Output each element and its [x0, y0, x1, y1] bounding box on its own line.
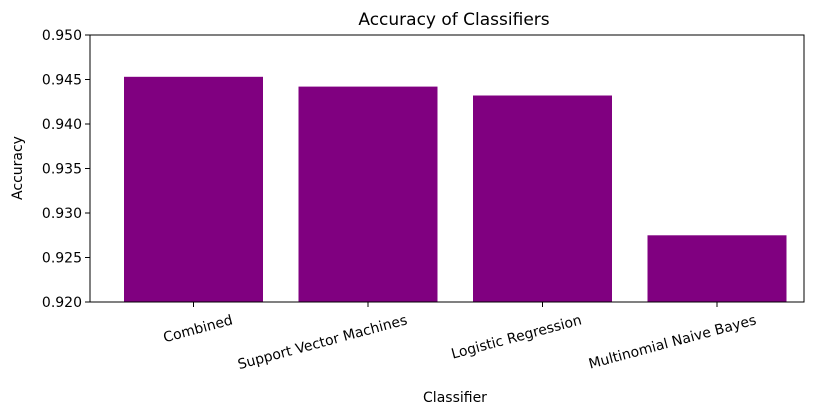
bars-group — [124, 76, 787, 302]
x-axis: Combined Support Vector Machines Logistic … — [162, 302, 758, 373]
bar — [298, 86, 438, 302]
y-tick-label: 0.920 — [42, 295, 82, 311]
x-tick-label: Support Vector Machines — [236, 312, 409, 373]
x-axis-label: Classifier — [423, 390, 487, 406]
x-tick-label: Logistic Regression — [450, 312, 584, 362]
y-axis: 0.920 0.925 0.930 0.935 0.940 0.945 0.950 — [42, 28, 90, 311]
bar — [647, 235, 787, 302]
x-tick-label: Multinomial Naive Bayes — [587, 312, 758, 372]
y-tick-label: 0.940 — [42, 117, 82, 133]
y-tick-label: 0.950 — [42, 28, 82, 44]
y-tick-label: 0.930 — [42, 206, 82, 222]
bar — [473, 95, 612, 302]
y-tick-label: 0.945 — [42, 73, 82, 89]
y-axis-label: Accuracy — [10, 136, 26, 200]
y-tick-label: 0.925 — [42, 251, 82, 267]
chart-title: Accuracy of Classifiers — [358, 10, 549, 30]
bar — [124, 76, 263, 302]
plot-frame — [89, 34, 805, 303]
x-tick-label: Combined — [162, 312, 235, 346]
y-tick-label: 0.935 — [42, 162, 82, 178]
